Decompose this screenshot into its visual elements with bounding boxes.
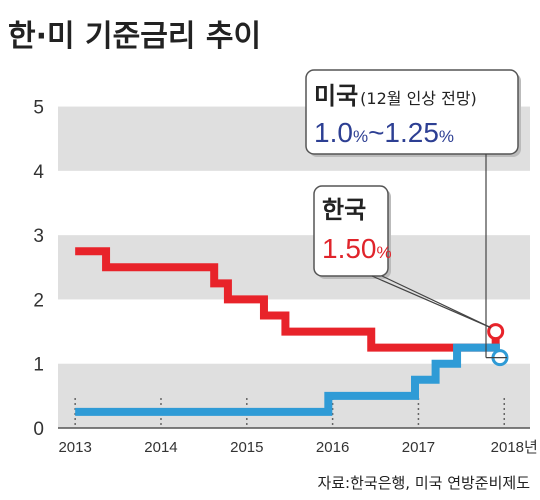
us-value-low: 1.0 xyxy=(314,117,353,148)
y-tick-label: 2 xyxy=(33,290,44,311)
us-value-unit: % xyxy=(439,127,454,146)
korea-callout-value: 1.50% xyxy=(322,233,392,264)
korea-leader-line xyxy=(381,275,491,329)
y-tick-label: 4 xyxy=(33,162,44,183)
us-label: 미국 xyxy=(314,82,358,110)
series-line-us xyxy=(75,343,500,416)
grid-band xyxy=(58,363,530,428)
series-lines xyxy=(75,247,500,416)
us-callout-box xyxy=(305,69,519,155)
chart-title: 한·미 기준금리 추이 xyxy=(8,19,261,54)
korea-value-unit: % xyxy=(377,243,392,262)
us-callout-value: 1.0%~1.25% xyxy=(314,117,454,148)
korea-leader-line xyxy=(371,275,491,329)
x-tick-label: 2018년 xyxy=(491,439,538,456)
x-tick-label: 2015 xyxy=(230,439,263,456)
x-tick-label: 2013 xyxy=(58,439,91,456)
y-axis-ticks: 0 1 2 3 4 5 xyxy=(33,98,44,440)
y-tick-label: 0 xyxy=(33,419,44,440)
korea-endpoint-marker xyxy=(487,323,505,341)
us-value-tilde: ~ xyxy=(368,117,384,148)
series-line-korea xyxy=(75,247,500,352)
us-value-high: 1.25 xyxy=(384,117,439,148)
y-tick-label: 5 xyxy=(33,98,44,119)
korea-value: 1.50 xyxy=(322,233,377,264)
us-value-unit: % xyxy=(353,127,368,146)
annotations: 미국 (12월 인상 전망)1.0%~1.25%한국1.50% xyxy=(305,69,521,367)
x-tick-label: 2014 xyxy=(144,439,177,456)
y-tick-label: 1 xyxy=(33,355,44,376)
x-tick-label: 2017 xyxy=(402,439,435,456)
korea-label: 한국 xyxy=(322,196,366,224)
x-axis: 2013 2014 2015 2016 2017 2018년 xyxy=(58,398,538,456)
y-tick-label: 3 xyxy=(33,226,44,247)
us-callout-heading: 미국 (12월 인상 전망) xyxy=(314,82,477,110)
korea-callout-box xyxy=(313,185,389,277)
x-tick-label: 2016 xyxy=(316,439,349,456)
source-note: 자료:한국은행, 미국 연방준비제도 xyxy=(317,474,530,492)
us-note: (12월 인상 전망) xyxy=(360,89,477,108)
